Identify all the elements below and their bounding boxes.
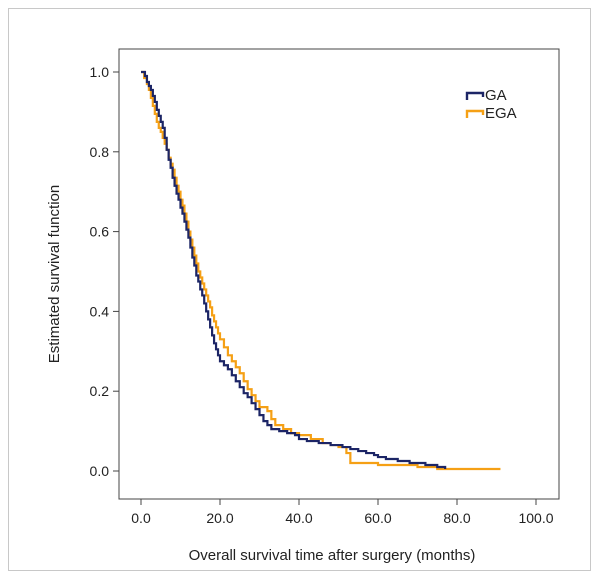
y-tick-label: 0.8 xyxy=(90,144,110,160)
x-axis-label: Overall survival time after surgery (mon… xyxy=(189,547,476,564)
x-tick-label: 60.0 xyxy=(364,510,391,526)
legend-swatch-ga xyxy=(465,91,485,100)
legend-swatch-ega xyxy=(465,109,485,118)
series-layer xyxy=(141,70,501,471)
x-axis-ticks: 0.0 20.0 40.0 60.0 80.0 100.0 xyxy=(131,499,554,526)
y-tick-label: 0.4 xyxy=(90,303,110,319)
x-tick-label: 20.0 xyxy=(206,510,233,526)
y-tick-label: 1.0 xyxy=(90,64,110,80)
y-tick-label: 0.0 xyxy=(90,463,110,479)
series-line-ega xyxy=(141,70,501,471)
figure-frame: 0.0 0.2 0.4 0.6 0.8 1.0 0.0 20.0 40.0 60.0 80.0 10… xyxy=(8,8,591,571)
survival-chart: 0.0 0.2 0.4 0.6 0.8 1.0 0.0 20.0 40.0 60.0 80.0 10… xyxy=(46,48,560,564)
y-tick-label: 0.6 xyxy=(90,224,110,240)
x-tick-label: 40.0 xyxy=(285,510,312,526)
y-axis-label: Estimated survival function xyxy=(46,185,63,363)
plot-area-border xyxy=(118,48,560,500)
legend-label-ga: GA xyxy=(485,87,507,104)
y-tick-label: 0.2 xyxy=(90,383,110,399)
x-tick-label: 80.0 xyxy=(443,510,470,526)
series-line-ga xyxy=(141,70,447,469)
legend-label-ega: EGA xyxy=(485,105,517,122)
x-tick-label: 0.0 xyxy=(131,510,151,526)
y-axis-ticks: 0.0 0.2 0.4 0.6 0.8 1.0 xyxy=(90,64,119,479)
x-tick-label: 100.0 xyxy=(518,510,553,526)
